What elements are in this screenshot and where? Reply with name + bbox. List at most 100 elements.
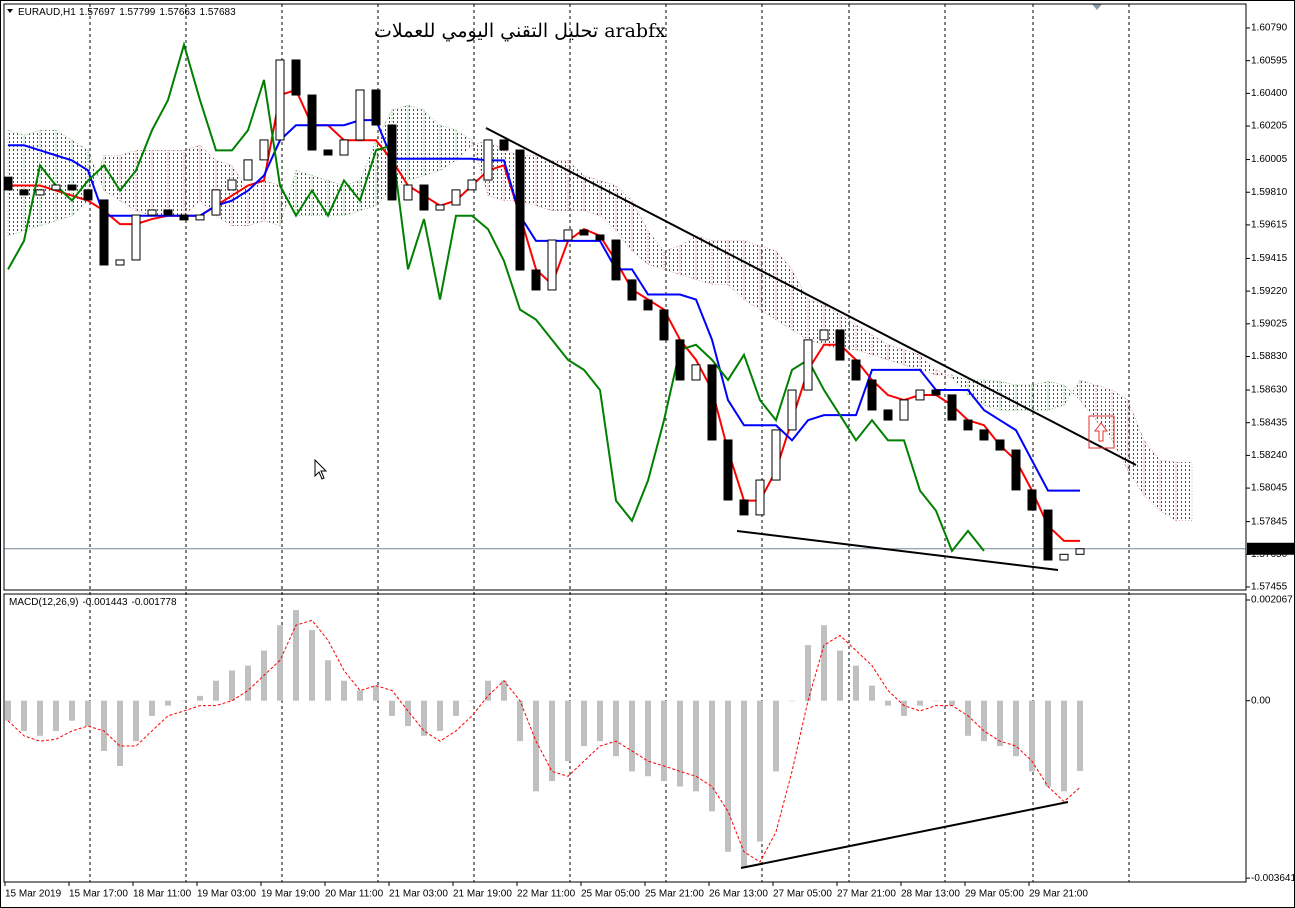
cloud-segment [935,369,953,379]
cloud-segment [903,349,921,371]
y-tick-label: 1.60005 [1251,154,1288,165]
y-tick-label: 1.58630 [1251,385,1288,396]
histogram-bar [485,680,491,701]
candle [947,394,957,421]
x-tick-label: 25 Mar 05:00 [581,889,640,900]
histogram-bar [277,625,283,701]
cloud-segment [343,180,361,216]
cloud-segment [647,230,665,270]
candle [979,429,989,441]
histogram-bar [1061,700,1067,792]
y-tick-label: 1.59810 [1251,187,1288,198]
cloud-segment [1047,381,1065,411]
candle [739,499,749,516]
histogram-bar [5,700,11,721]
candle [867,379,877,411]
cloud-segment [1175,461,1193,521]
cloud-segment [1127,400,1145,497]
cloud-segment [55,129,73,222]
candle [643,299,653,311]
x-tick-label: 25 Mar 21:00 [645,889,704,900]
candle [483,139,493,181]
candle [931,389,941,396]
histogram-bar [693,700,699,792]
candle [259,139,269,161]
histogram-bar [165,700,171,706]
signal-line [7,619,1081,863]
cloud-segment [535,155,553,211]
histogram-bar [533,700,539,792]
candle [99,199,109,266]
candle [995,439,1005,451]
candle [675,339,685,381]
y-tick-label: 1.60400 [1251,88,1288,99]
candle [467,179,477,191]
histogram-bar [869,685,875,701]
histogram-bar [453,700,459,716]
histogram-bar [933,700,939,702]
histogram-bar [949,700,955,706]
histogram-bar [1045,700,1051,787]
histogram-bar [581,700,587,747]
cloud-segment [791,269,809,341]
signal-value: -0.001778 [132,597,177,608]
histogram-bar [53,700,59,731]
y-tick-label: 1.60790 [1251,23,1288,34]
y-tick-label: 1.60595 [1251,55,1288,66]
candle [51,184,61,191]
y-tick-label: 1.58830 [1251,351,1288,362]
histogram-bar [405,700,411,727]
candle [291,59,301,96]
candle [547,239,557,291]
trendlines [485,127,1137,869]
cloud-segment [263,180,281,227]
histogram-bar [1029,700,1035,772]
candle [339,139,349,156]
histogram-bar [853,665,859,701]
current-price-label: 1.57683 [1250,543,1287,554]
x-tick-label: 26 Mar 13:00 [709,889,768,900]
candle [563,229,573,241]
cloud-segment [183,145,201,217]
histogram-bar [549,700,555,782]
candle [707,364,717,441]
trendline [736,530,1059,571]
histogram-bar [613,700,619,757]
candle [803,339,813,391]
x-tick-label: 15 Mar 2019 [5,889,62,900]
mouse-cursor [314,458,328,480]
y-tick-label: 1.57455 [1251,582,1288,593]
chart-title: تحليل التقني اليومي للعملات arabfx [374,20,666,42]
candle [83,189,93,201]
x-tick-label: 19 Mar 03:00 [197,889,256,900]
current-price-box [1247,542,1294,555]
histogram-bar [1077,700,1083,771]
histogram-bar [357,690,363,701]
histogram-bar [805,645,811,701]
x-tick-label: 15 Mar 17:00 [69,889,128,900]
arrow-signal [1088,415,1115,449]
histogram-bar [885,700,891,706]
candle [131,214,141,261]
candle [915,389,925,401]
indicator-line [7,41,985,553]
x-tick-label: 19 Mar 19:00 [261,889,320,900]
shift-marker [1092,4,1102,10]
candle [243,159,253,181]
histogram-bar [709,700,715,812]
histogram-bar [133,700,139,742]
candle [515,149,525,271]
candle [435,204,445,211]
price-panel [4,41,1246,561]
candle [195,214,205,221]
x-tick-label: 22 Mar 11:00 [517,889,576,900]
histogram-bar [117,700,123,767]
y-tick-label: 1.58435 [1251,417,1288,428]
cloud-segment [743,240,761,310]
histogram-bar [677,700,683,787]
histogram-bar [837,650,843,701]
cloud-segment [407,104,425,181]
candle [755,479,765,516]
y-tick-label: 1.60205 [1251,121,1288,132]
